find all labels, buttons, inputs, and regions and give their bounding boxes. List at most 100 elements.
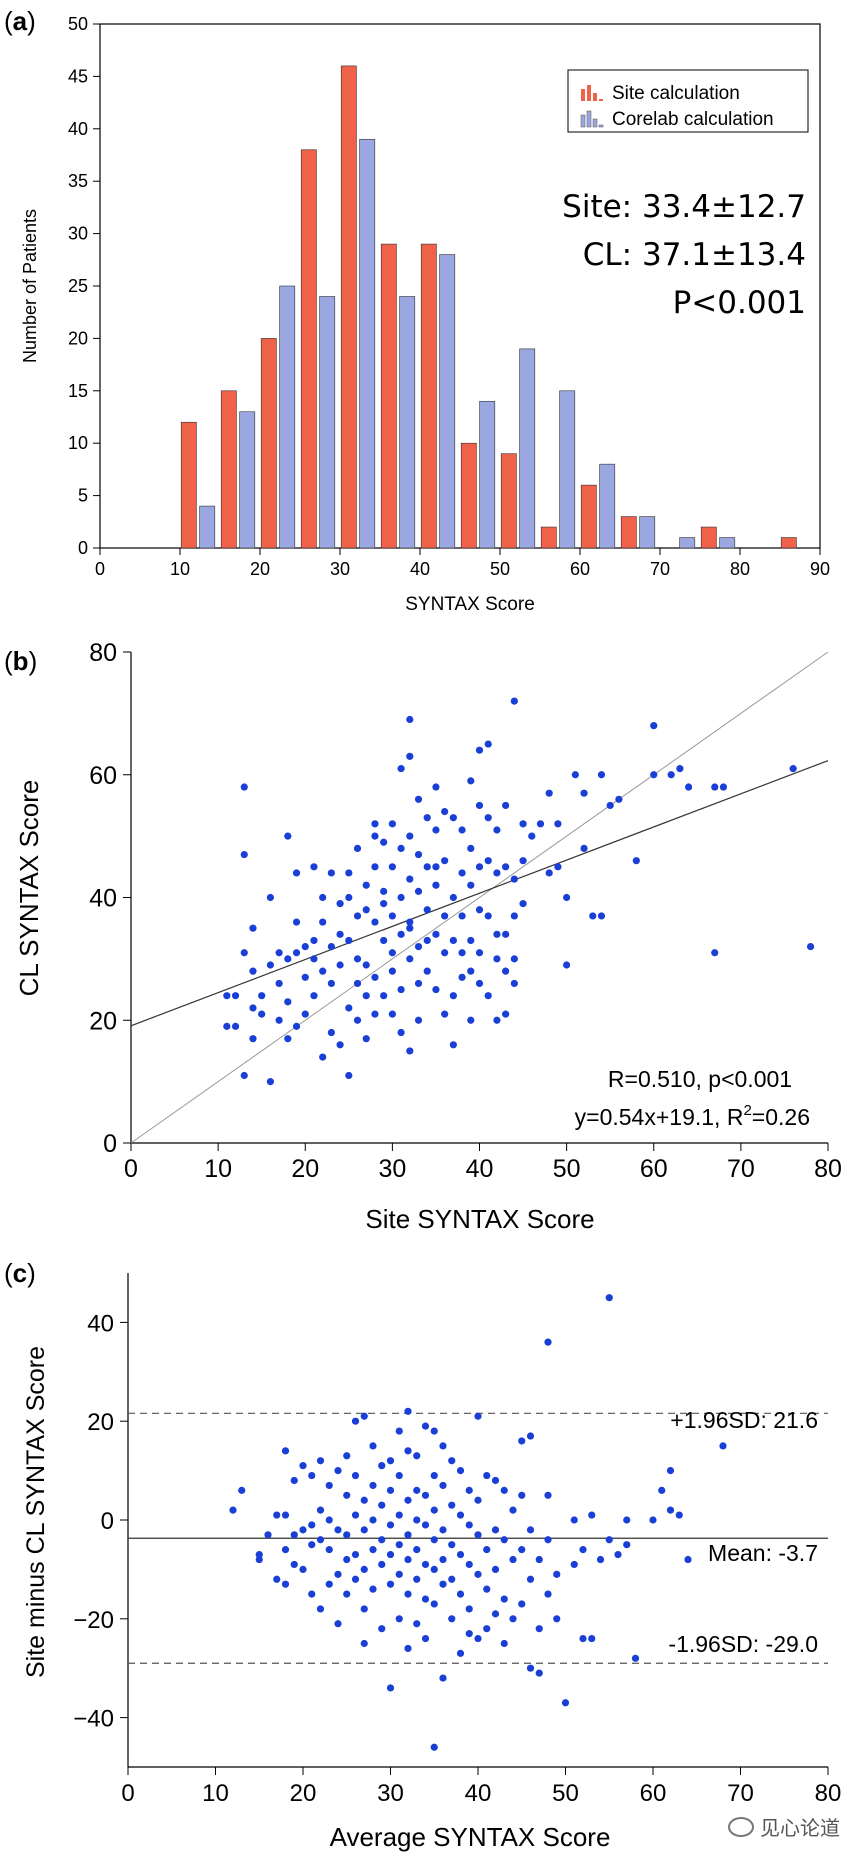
scatter-point-c: [439, 1481, 447, 1490]
scatter-point-b: [249, 1004, 257, 1012]
scatter-point-b: [676, 765, 684, 773]
scatter-point-c: [281, 1511, 290, 1519]
scatter-point-b: [336, 900, 344, 908]
scatter-point-b: [266, 893, 274, 902]
panel-a-histogram: (a) 0 5 10 15 20 25 30 35 40 45 50 0 10 20 30 40 50 60 70…: [4, 6, 830, 615]
bar-site: [340, 65, 357, 549]
x-tick-label-c: 20: [290, 1780, 317, 1807]
scatter-point-b: [327, 1028, 335, 1037]
scatter-point-c: [439, 1442, 447, 1450]
scatter-point-b: [441, 807, 449, 816]
scatter-point-b: [484, 992, 492, 1000]
scatter-point-b: [441, 857, 449, 865]
scatter-point-c: [404, 1644, 412, 1653]
lower-loa-label: -1.96SD: -29.0: [668, 1631, 818, 1657]
scatter-point-b: [423, 967, 431, 975]
scatter-point-b: [406, 924, 414, 932]
scatter-point-b: [423, 863, 431, 871]
scatter-point-c: [413, 1546, 421, 1554]
scatter-point-c: [386, 1486, 395, 1494]
scatter-point-c: [500, 1595, 508, 1603]
annotation-cl-mean: CL: 37.1±13.4: [583, 237, 806, 273]
bar-site: [620, 516, 637, 549]
scatter-point-c: [666, 1506, 675, 1514]
scatter-point-c: [299, 1462, 307, 1470]
scatter-point-b: [362, 906, 370, 914]
scatter-point-b: [589, 912, 597, 920]
scatter-point-b: [371, 863, 379, 871]
scatter-point-c: [386, 1550, 395, 1559]
scatter-point-b: [510, 979, 518, 988]
x-tick-label-c: 10: [202, 1780, 229, 1807]
scatter-point-b: [414, 943, 423, 951]
scatter-point-b: [475, 949, 484, 957]
scatter-point-b: [353, 979, 362, 988]
scatter-point-b: [388, 949, 396, 957]
x-tick-label-c: 30: [377, 1780, 404, 1807]
scatter-point-c: [395, 1570, 403, 1578]
scatter-point-b: [432, 783, 440, 791]
scatter-point-b: [458, 826, 466, 834]
x-axis-label-c: Average SYNTAX Score: [330, 1822, 611, 1852]
x-axis-label-b: Site SYNTAX Score: [365, 1204, 594, 1234]
scatter-point-b: [493, 955, 501, 963]
scatter-point-c: [518, 1546, 526, 1554]
x-tick-label-a: 80: [730, 559, 750, 579]
scatter-point-b: [275, 949, 283, 957]
x-tick-label-a: 30: [330, 559, 350, 579]
scatter-point-c: [448, 1501, 456, 1509]
scatter-point-c: [229, 1506, 237, 1514]
scatter-point-c: [421, 1595, 430, 1603]
scatter-point-c: [404, 1447, 412, 1455]
scatter-point-c: [518, 1437, 526, 1445]
scatter-point-b: [301, 1010, 309, 1018]
regression-line: [130, 760, 829, 1027]
scatter-point-b: [510, 955, 518, 963]
scatter-point-c: [614, 1550, 622, 1559]
y-tick-label-a: 45: [68, 66, 88, 86]
scatter-point-b: [650, 722, 658, 730]
scatter-point-b: [327, 869, 335, 877]
x-tick-label-b: 20: [291, 1155, 319, 1183]
scatter-point-b: [711, 783, 719, 791]
scatter-point-c: [351, 1511, 360, 1519]
scatter-point-c: [308, 1521, 316, 1529]
mean-label: Mean: -3.7: [708, 1540, 818, 1566]
scatter-point-b: [484, 857, 492, 865]
scatter-point-b: [397, 930, 405, 938]
scatter-point-c: [360, 1412, 368, 1420]
scatter-point-b: [449, 893, 457, 902]
bar-corelab: [639, 516, 656, 549]
y-tick-label-b: 60: [89, 762, 117, 790]
x-tick-label-c: 0: [121, 1780, 134, 1807]
scatter-point-b: [563, 893, 571, 902]
scatter-point-b: [632, 857, 640, 865]
scatter-point-b: [519, 820, 527, 828]
scatter-point-b: [362, 1035, 370, 1043]
bar-site: [220, 390, 237, 549]
scatter-point-b: [223, 1022, 231, 1030]
scatter-point-c: [430, 1506, 438, 1514]
scatter-point-b: [406, 752, 414, 760]
scatter-point-c: [308, 1471, 316, 1480]
annotation-p-value: P<0.001: [673, 285, 806, 321]
scatter-point-b: [319, 918, 327, 926]
scatter-point-b: [475, 801, 484, 810]
scatter-point-b: [423, 936, 431, 945]
scatter-point-c: [299, 1526, 307, 1534]
scatter-point-c: [439, 1674, 447, 1682]
panel-b-scatter: (b) 0 20 40 60 80 0 10 20 30 40 50 60 70 80 CL SYNTAX…: [4, 639, 842, 1234]
scatter-point-c: [605, 1536, 613, 1544]
scatter-point-c: [421, 1634, 430, 1643]
y-axis-label-b: CL SYNTAX Score: [14, 780, 44, 997]
upper-loa-label: +1.96SD: 21.6: [670, 1407, 818, 1433]
bar-corelab: [599, 463, 616, 549]
x-tick-label-b: 50: [553, 1155, 581, 1183]
scatter-point-c: [360, 1526, 368, 1534]
scatter-point-c: [404, 1496, 412, 1504]
panel-c-label: (c): [4, 1258, 36, 1288]
scatter-point-b: [449, 814, 457, 822]
scatter-point-b: [432, 826, 440, 834]
scatter-point-c: [623, 1541, 631, 1549]
y-tick-label-b: 80: [89, 639, 117, 667]
